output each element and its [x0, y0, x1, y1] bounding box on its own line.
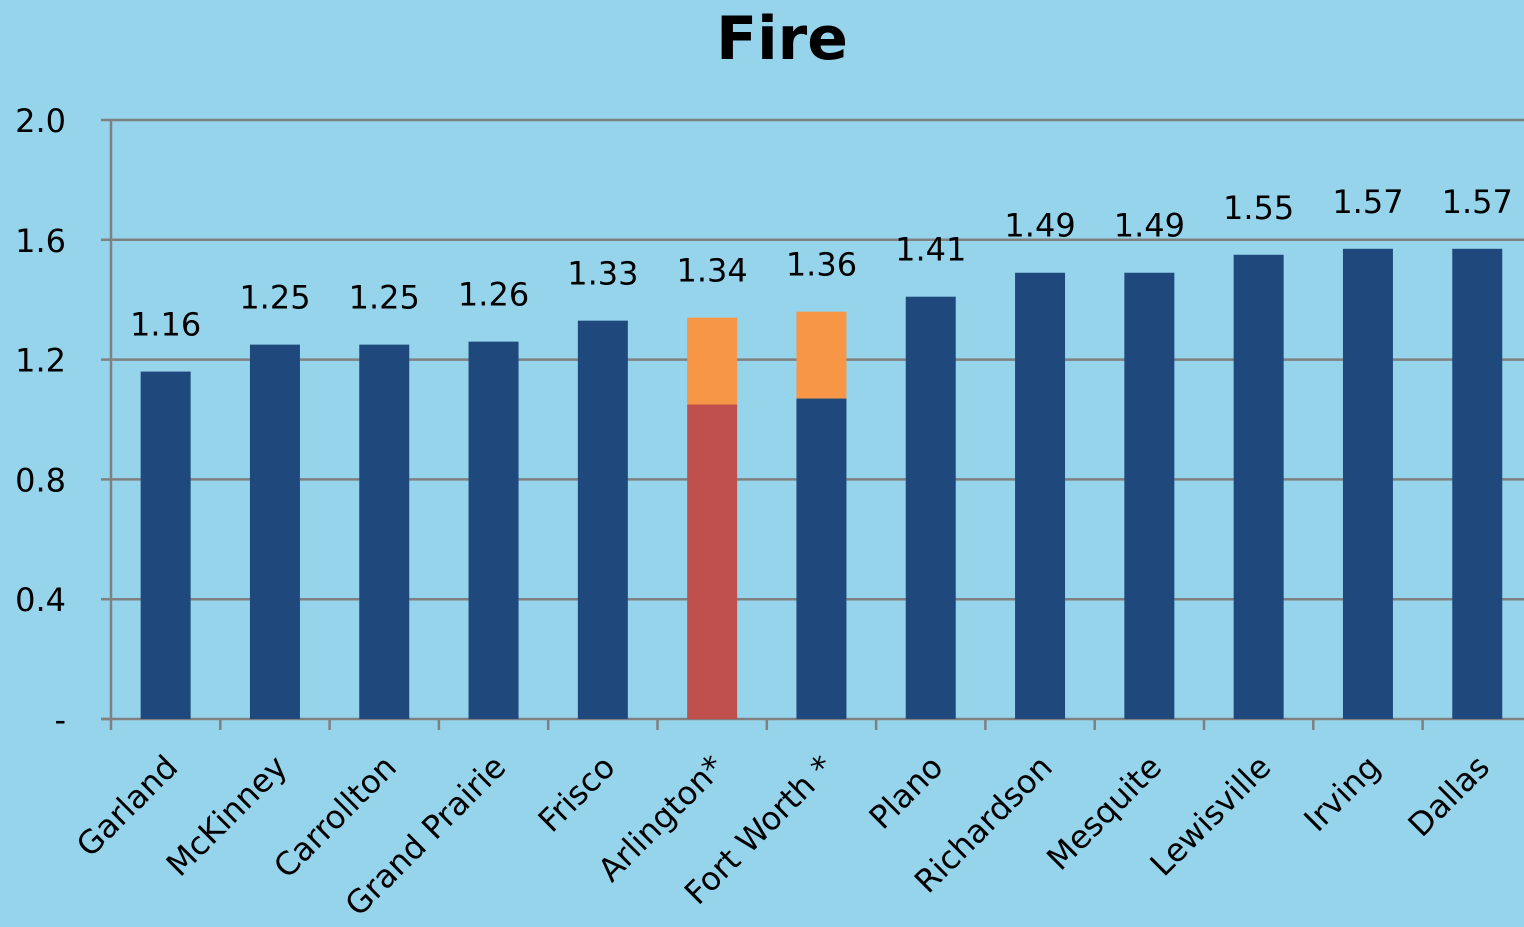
data-label: 1.36	[786, 246, 857, 284]
y-tick-label: 2.0	[15, 102, 66, 140]
x-category-label: Dallas	[1401, 748, 1497, 844]
x-category-label: Lewisville	[1143, 748, 1279, 884]
data-label: 1.49	[1004, 207, 1075, 245]
data-label: 1.55	[1223, 189, 1294, 227]
data-label: 1.34	[677, 252, 748, 290]
data-label: 1.33	[567, 255, 638, 293]
bar	[140, 371, 191, 719]
y-tick-label: 1.2	[15, 342, 66, 380]
bar	[577, 320, 628, 719]
data-label: 1.25	[349, 279, 420, 317]
bar-segment-base	[687, 404, 738, 719]
y-tick-label: 1.6	[15, 222, 66, 260]
bar	[905, 296, 956, 719]
x-category-label: Irving	[1296, 748, 1387, 839]
data-label: 1.49	[1114, 207, 1185, 245]
data-label: 1.16	[130, 306, 201, 344]
y-tick-label: -	[54, 701, 66, 739]
bar	[1452, 248, 1503, 719]
y-tick-label: 0.4	[15, 581, 66, 619]
bar-segment-top	[796, 311, 847, 399]
data-label: 1.57	[1442, 183, 1513, 221]
bar	[1015, 272, 1066, 719]
x-category-label: Frisco	[531, 748, 623, 840]
bar	[468, 341, 519, 719]
chart-title: Fire	[716, 4, 848, 74]
x-category-label: Plano	[862, 748, 951, 837]
bar-segment-base	[796, 398, 847, 719]
bar	[249, 344, 300, 719]
bar	[1342, 248, 1393, 719]
bar-segment-top	[687, 317, 738, 405]
bar	[1124, 272, 1175, 719]
data-label: 1.41	[895, 231, 966, 269]
data-label: 1.25	[239, 279, 310, 317]
data-label: 1.57	[1332, 183, 1403, 221]
bar	[1233, 254, 1284, 719]
data-label: 1.26	[458, 276, 529, 314]
bar	[359, 344, 410, 719]
y-tick-label: 0.8	[15, 461, 66, 499]
